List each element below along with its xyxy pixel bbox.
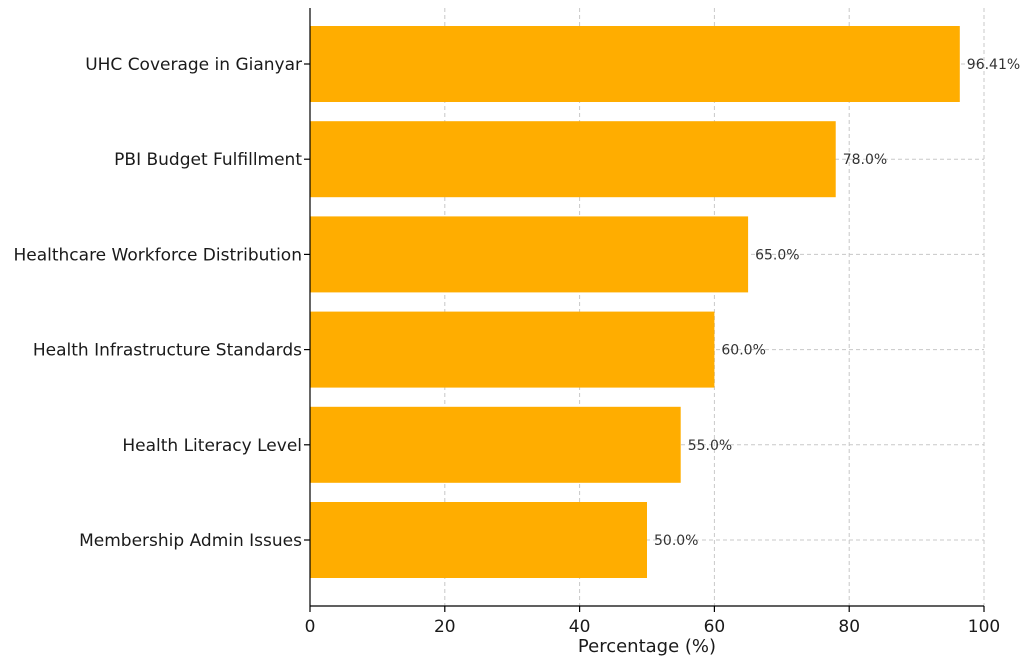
- bar: [310, 26, 960, 102]
- x-tick-label: 40: [569, 617, 591, 637]
- category-label: PBI Budget Fulfillment: [114, 150, 302, 170]
- bar-value-label: 60.0%: [721, 343, 765, 359]
- category-label: UHC Coverage in Gianyar: [85, 55, 302, 75]
- bar: [310, 121, 836, 198]
- bars: [310, 26, 960, 578]
- x-axis-title: Percentage (%): [578, 636, 716, 657]
- bar: [310, 406, 681, 483]
- bar: [310, 311, 715, 388]
- category-label: Healthcare Workforce Distribution: [13, 245, 302, 265]
- x-tick-label: 100: [968, 617, 1000, 637]
- bar: [310, 502, 647, 578]
- category-label: Membership Admin Issues: [79, 531, 302, 551]
- labels: 0 20 40 60 80 100 UHC Coverage in Gianyar 96.41…: [13, 55, 1020, 637]
- x-tick-label: 0: [305, 617, 316, 637]
- axes: [309, 8, 984, 607]
- bar-value-label: 78.0%: [843, 152, 887, 168]
- bar-value-label: 55.0%: [688, 438, 732, 454]
- bar-value-label: 96.41%: [967, 57, 1020, 73]
- x-tick-label: 60: [704, 617, 726, 637]
- bar-value-label: 50.0%: [654, 533, 698, 549]
- x-tick-label: 20: [434, 617, 456, 637]
- x-tick-label: 80: [838, 617, 860, 637]
- category-label: Health Literacy Level: [122, 436, 302, 456]
- bar: [310, 216, 749, 293]
- category-label: Health Infrastructure Standards: [33, 341, 302, 361]
- bar-value-label: 65.0%: [755, 247, 799, 263]
